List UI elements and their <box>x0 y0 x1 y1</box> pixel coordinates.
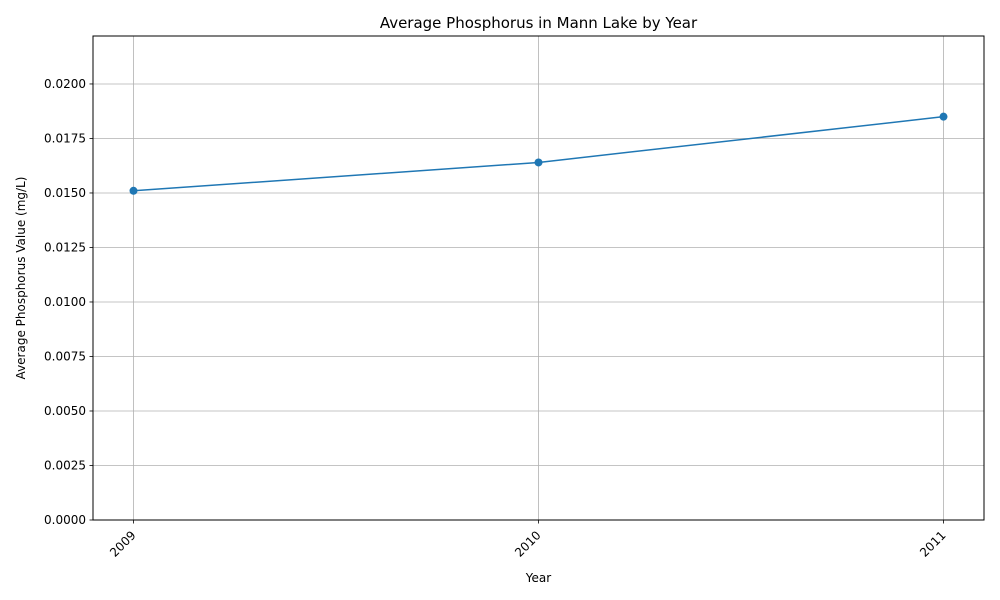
x-axis-title: Year <box>525 571 551 585</box>
y-tick-label: 0.0200 <box>44 77 86 91</box>
series-group <box>129 112 948 195</box>
y-tick-label: 0.0100 <box>44 295 86 309</box>
y-tick-label: 0.0050 <box>44 404 86 418</box>
y-tick-label: 0.0150 <box>44 186 86 200</box>
data-point-marker <box>534 158 543 167</box>
chart-title: Average Phosphorus in Mann Lake by Year <box>380 14 698 32</box>
data-point-marker <box>129 186 138 195</box>
y-tick-label: 0.0125 <box>44 240 86 254</box>
y-tick-label: 0.0175 <box>44 131 86 145</box>
y-tick-label: 0.0025 <box>44 458 86 472</box>
y-tick-label: 0.0000 <box>44 513 86 527</box>
data-point-marker <box>939 112 948 121</box>
y-tick-label: 0.0075 <box>44 349 86 363</box>
y-axis-title: Average Phosphorus Value (mg/L) <box>14 177 28 380</box>
